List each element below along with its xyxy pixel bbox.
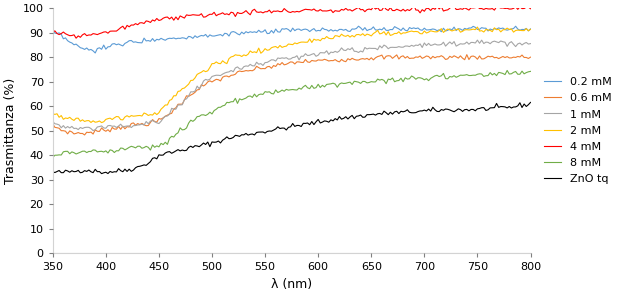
1 mM <box>474 38 481 42</box>
0.6 mM <box>463 53 470 56</box>
1 mM <box>402 44 409 48</box>
0.2 mM <box>374 28 381 32</box>
0.2 mM <box>355 24 362 28</box>
0.6 mM <box>372 56 379 60</box>
2 mM <box>314 38 322 41</box>
4 mM <box>527 7 534 11</box>
Line: 8 mM: 8 mM <box>53 71 530 158</box>
2 mM <box>372 30 379 34</box>
1 mM <box>372 47 379 50</box>
0.6 mM <box>350 58 358 61</box>
4 mM <box>410 3 417 6</box>
Line: 4 mM: 4 mM <box>53 4 530 38</box>
0.2 mM <box>68 41 76 45</box>
Line: 2 mM: 2 mM <box>53 27 530 123</box>
0.6 mM <box>81 133 89 137</box>
1 mM <box>527 42 534 45</box>
ZnO tq <box>49 170 56 173</box>
Y-axis label: Trasmittanza (%): Trasmittanza (%) <box>4 78 17 184</box>
2 mM <box>474 25 481 29</box>
8 mM <box>503 69 511 72</box>
2 mM <box>98 121 105 124</box>
8 mM <box>68 150 76 154</box>
2 mM <box>350 35 358 39</box>
0.2 mM <box>49 29 56 32</box>
0.6 mM <box>49 122 56 125</box>
0.6 mM <box>521 56 528 59</box>
8 mM <box>313 86 320 89</box>
Line: 0.6 mM: 0.6 mM <box>53 55 530 135</box>
8 mM <box>348 83 356 86</box>
ZnO tq <box>350 117 358 120</box>
ZnO tq <box>314 118 322 121</box>
0.2 mM <box>527 27 534 31</box>
ZnO tq <box>98 172 105 176</box>
0.6 mM <box>402 56 409 60</box>
8 mM <box>399 80 407 83</box>
4 mM <box>350 8 358 12</box>
4 mM <box>372 7 379 11</box>
0.2 mM <box>350 27 358 31</box>
0.6 mM <box>527 55 534 59</box>
1 mM <box>49 120 56 123</box>
4 mM <box>402 9 409 13</box>
8 mM <box>518 69 526 73</box>
0.2 mM <box>92 51 99 55</box>
ZnO tq <box>402 109 409 113</box>
4 mM <box>49 30 56 34</box>
ZnO tq <box>68 169 76 173</box>
2 mM <box>402 31 409 35</box>
1 mM <box>68 125 76 128</box>
4 mM <box>314 9 322 13</box>
4 mM <box>72 36 80 40</box>
2 mM <box>68 117 76 121</box>
1 mM <box>350 50 358 53</box>
ZnO tq <box>372 113 379 117</box>
0.6 mM <box>314 58 322 62</box>
1 mM <box>89 129 97 132</box>
0.2 mM <box>314 29 322 32</box>
1 mM <box>314 53 322 57</box>
2 mM <box>521 29 528 32</box>
8 mM <box>370 80 377 84</box>
0.2 mM <box>521 28 528 31</box>
2 mM <box>527 27 534 31</box>
Line: ZnO tq: ZnO tq <box>53 102 530 174</box>
Line: 1 mM: 1 mM <box>53 40 530 131</box>
8 mM <box>49 156 56 159</box>
0.2 mM <box>404 29 411 33</box>
4 mM <box>521 7 528 10</box>
4 mM <box>68 34 76 37</box>
0.6 mM <box>68 130 76 134</box>
ZnO tq <box>518 106 526 109</box>
X-axis label: λ (nm): λ (nm) <box>271 278 312 291</box>
ZnO tq <box>527 101 534 104</box>
2 mM <box>49 112 56 115</box>
8 mM <box>527 70 534 73</box>
Line: 0.2 mM: 0.2 mM <box>53 26 530 53</box>
1 mM <box>521 42 528 45</box>
Legend: 0.2 mM, 0.6 mM, 1 mM, 2 mM, 4 mM, 8 mM, ZnO tq: 0.2 mM, 0.6 mM, 1 mM, 2 mM, 4 mM, 8 mM, … <box>541 74 615 188</box>
